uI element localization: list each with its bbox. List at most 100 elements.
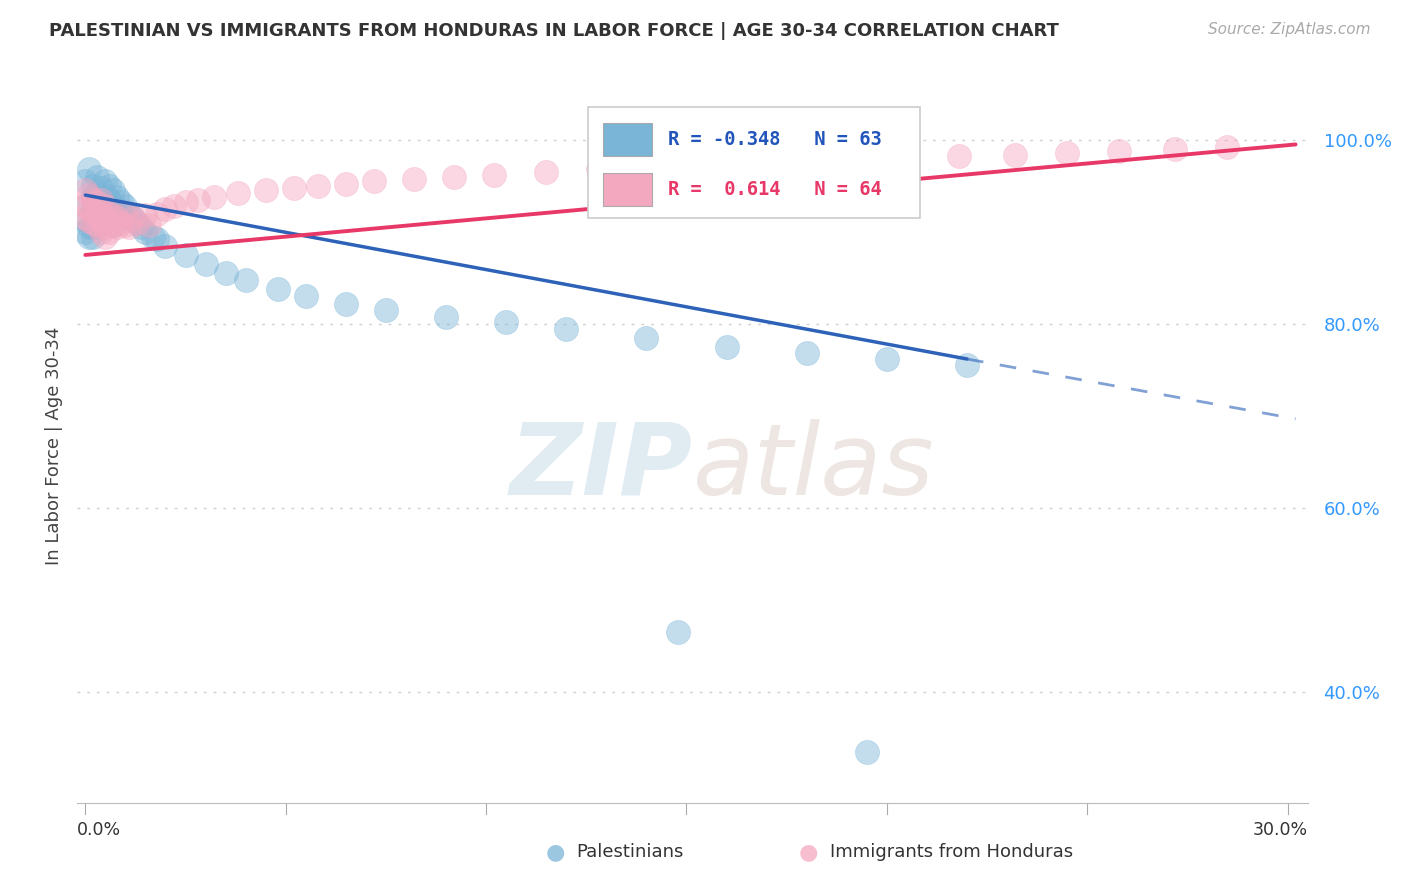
Point xyxy=(194,257,217,271)
FancyBboxPatch shape xyxy=(588,107,920,218)
Point xyxy=(98,208,121,222)
Point xyxy=(796,346,818,360)
Point xyxy=(75,225,97,239)
FancyBboxPatch shape xyxy=(603,123,652,155)
Point xyxy=(75,211,97,226)
Point xyxy=(695,159,717,173)
Point xyxy=(79,202,101,216)
Point xyxy=(86,169,108,184)
Point xyxy=(131,220,153,235)
Point xyxy=(103,208,125,222)
Point xyxy=(79,162,101,177)
Point xyxy=(735,157,758,171)
Point xyxy=(896,151,918,165)
Point xyxy=(127,216,149,230)
Point xyxy=(534,165,557,179)
Point xyxy=(114,206,136,220)
Text: 0.0%: 0.0% xyxy=(77,821,121,838)
Point xyxy=(122,211,145,226)
Point xyxy=(98,178,121,193)
Point xyxy=(114,199,136,213)
Point xyxy=(90,204,112,219)
Point xyxy=(1216,140,1239,154)
Point xyxy=(103,218,125,232)
Point xyxy=(98,206,121,220)
Point xyxy=(103,208,125,222)
Text: 30.0%: 30.0% xyxy=(1253,821,1308,838)
Point xyxy=(98,193,121,207)
Point xyxy=(86,218,108,232)
Text: Source: ZipAtlas.com: Source: ZipAtlas.com xyxy=(1208,22,1371,37)
Point xyxy=(294,289,316,303)
Point xyxy=(94,188,117,202)
Text: R =  0.614   N = 64: R = 0.614 N = 64 xyxy=(668,179,882,199)
Point xyxy=(948,149,970,163)
Point xyxy=(82,202,104,216)
Point xyxy=(94,199,117,213)
Point xyxy=(82,220,104,235)
Point xyxy=(103,218,125,232)
Point xyxy=(90,214,112,228)
Point xyxy=(82,178,104,193)
Point xyxy=(118,220,141,235)
Point xyxy=(79,188,101,202)
Point xyxy=(86,197,108,211)
Text: ZIP: ZIP xyxy=(509,419,693,516)
Point xyxy=(146,206,169,220)
Point xyxy=(335,177,357,191)
Point xyxy=(855,745,877,759)
Point xyxy=(90,204,112,219)
Point xyxy=(1108,144,1130,158)
Text: PALESTINIAN VS IMMIGRANTS FROM HONDURAS IN LABOR FORCE | AGE 30-34 CORRELATION C: PALESTINIAN VS IMMIGRANTS FROM HONDURAS … xyxy=(49,22,1059,40)
Point xyxy=(94,174,117,188)
Point xyxy=(82,204,104,219)
Text: atlas: atlas xyxy=(693,419,934,516)
Point xyxy=(187,193,209,207)
Point xyxy=(75,184,97,198)
Y-axis label: In Labor Force | Age 30-34: In Labor Force | Age 30-34 xyxy=(45,326,63,566)
Point xyxy=(876,351,898,366)
Point xyxy=(142,229,165,244)
Point xyxy=(94,211,117,226)
Point xyxy=(82,193,104,207)
Point xyxy=(110,216,132,230)
Point xyxy=(174,248,197,262)
Point xyxy=(103,197,125,211)
Point xyxy=(82,229,104,244)
Point xyxy=(1004,147,1026,161)
Point xyxy=(90,216,112,230)
Point xyxy=(75,199,97,213)
Point xyxy=(82,190,104,204)
Point xyxy=(155,202,177,216)
Point xyxy=(79,229,101,244)
Point xyxy=(82,216,104,230)
Point xyxy=(844,153,866,167)
Point xyxy=(90,180,112,194)
Point xyxy=(75,174,97,188)
Point xyxy=(86,186,108,201)
Point xyxy=(127,216,149,230)
Point xyxy=(79,195,101,210)
Point xyxy=(122,211,145,226)
Point xyxy=(103,184,125,198)
Text: Palestinians: Palestinians xyxy=(576,843,683,861)
Text: Immigrants from Honduras: Immigrants from Honduras xyxy=(830,843,1073,861)
Point xyxy=(94,216,117,230)
Point xyxy=(86,208,108,222)
Point xyxy=(267,282,290,296)
Point xyxy=(90,193,112,207)
Point xyxy=(75,213,97,227)
Point xyxy=(162,199,184,213)
Point xyxy=(226,186,249,201)
Point xyxy=(588,162,610,177)
FancyBboxPatch shape xyxy=(603,173,652,205)
Point xyxy=(434,310,457,324)
Text: ●: ● xyxy=(799,842,818,862)
Text: R = -0.348   N = 63: R = -0.348 N = 63 xyxy=(668,129,882,149)
Point xyxy=(107,202,129,216)
Point xyxy=(443,169,465,184)
Point xyxy=(90,193,112,207)
Text: ●: ● xyxy=(546,842,565,862)
Point xyxy=(956,359,979,373)
Point xyxy=(86,220,108,235)
